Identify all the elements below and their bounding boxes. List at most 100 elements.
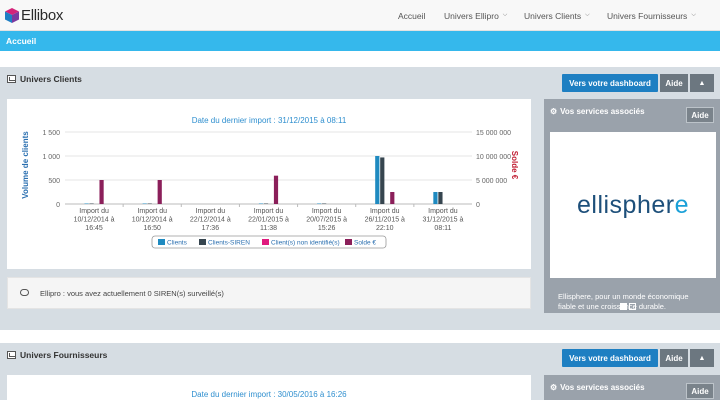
legend-label: Clients bbox=[167, 240, 188, 247]
chevron-down-icon: ⌵ bbox=[691, 12, 696, 18]
top-navbar: Ellibox Accueil Univers Ellipro ⌵ Univer… bbox=[0, 0, 720, 31]
x-tick-label: 31/12/2015 à bbox=[422, 217, 463, 224]
x-tick-label: 20/07/2015 à bbox=[306, 217, 347, 224]
fournisseurs-chart-card: Date du dernier import : 30/05/2016 à 16… bbox=[7, 375, 531, 400]
fournisseurs-chart-subtitle: Date du dernier import : 30/05/2016 à 16… bbox=[191, 390, 347, 399]
y-tick-label: 0 bbox=[56, 202, 60, 209]
legend-swatch bbox=[262, 239, 269, 245]
puzzle-icon: ⚙ bbox=[550, 107, 558, 116]
chart-icon bbox=[7, 351, 16, 359]
x-tick-label: Import du bbox=[79, 208, 109, 215]
x-tick-label: 08:11 bbox=[434, 225, 451, 232]
x-tick-label: 10/12/2014 à bbox=[74, 217, 115, 224]
nav-item-univers-fournisseurs[interactable]: Univers Fournisseurs ⌵ bbox=[607, 0, 696, 31]
carousel-dot-2[interactable] bbox=[629, 303, 636, 310]
nav-item-univers-ellipro[interactable]: Univers Ellipro ⌵ bbox=[444, 0, 507, 31]
nav-label: Univers Ellipro bbox=[444, 10, 499, 21]
x-tick-label: Import du bbox=[370, 208, 400, 215]
y-tick-label-right: 0 bbox=[476, 202, 480, 209]
fournisseurs-section-title: Univers Fournisseurs bbox=[7, 350, 107, 360]
ellisphere-logo: ellisphere bbox=[576, 190, 689, 219]
services-title-text: Vos services associés bbox=[560, 107, 645, 116]
nav-item-univers-clients[interactable]: Univers Clients ⌵ bbox=[524, 0, 590, 31]
services-aide-button[interactable]: Aide bbox=[686, 107, 714, 123]
services-title: ⚙ Vos services associés bbox=[550, 107, 645, 116]
bar bbox=[380, 157, 385, 204]
services-description: Ellisphere, pour un monde économique fia… bbox=[558, 292, 689, 311]
comment-icon bbox=[20, 289, 29, 296]
x-tick-label: Import du bbox=[312, 208, 342, 215]
nav-label: Univers Clients bbox=[524, 10, 582, 21]
nav-item-accueil[interactable]: Accueil bbox=[398, 0, 425, 31]
legend-label: Client(s) non identifié(s) bbox=[271, 240, 340, 247]
chart-icon bbox=[7, 75, 16, 83]
clients-services-panel: ⚙ Vos services associés Aide ellisphere … bbox=[544, 99, 720, 313]
y-tick-label-right: 5 000 000 bbox=[476, 178, 507, 185]
x-tick-label: 22/12/2014 à bbox=[190, 217, 231, 224]
carousel-dots bbox=[620, 303, 636, 310]
y-tick-label: 1 000 bbox=[42, 154, 60, 161]
carousel-dot-1[interactable] bbox=[620, 303, 627, 310]
x-tick-label: 11:38 bbox=[260, 225, 277, 232]
y-tick-label: 500 bbox=[48, 178, 60, 185]
puzzle-icon: ⚙ bbox=[550, 383, 558, 392]
nav-label: Univers Fournisseurs bbox=[607, 10, 688, 21]
bar bbox=[375, 156, 380, 204]
y-axis-label: Volume de clients bbox=[21, 131, 30, 199]
legend-swatch bbox=[199, 239, 206, 245]
fournisseurs-services-panel: ⚙ Vos services associés Aide bbox=[544, 375, 720, 400]
collapse-chevron-icon[interactable]: ▲ bbox=[690, 349, 714, 367]
bar bbox=[390, 192, 395, 204]
x-tick-label: 10/12/2014 à bbox=[132, 217, 173, 224]
collapse-chevron-icon[interactable]: ▲ bbox=[690, 74, 714, 92]
x-tick-label: 22/01/2015 à bbox=[248, 217, 289, 224]
services-title-text: Vos services associés bbox=[560, 383, 645, 392]
legend-swatch bbox=[345, 239, 352, 245]
app-logo[interactable]: Ellibox bbox=[4, 3, 63, 27]
x-tick-label: Import du bbox=[254, 208, 284, 215]
chart-subtitle: Date du dernier import : 31/12/2015 à 08… bbox=[192, 116, 347, 125]
bar bbox=[438, 192, 443, 204]
bar bbox=[273, 175, 279, 204]
bar bbox=[99, 180, 104, 204]
x-tick-label: Import du bbox=[137, 208, 167, 215]
clients-aide-button[interactable]: Aide bbox=[660, 74, 688, 92]
clients-chart: Date du dernier import : 31/12/2015 à 08… bbox=[21, 116, 519, 249]
breadcrumb: Accueil bbox=[0, 31, 720, 51]
services-aide-button[interactable]: Aide bbox=[686, 383, 714, 399]
x-tick-label: 15:26 bbox=[318, 225, 336, 232]
chevron-down-icon: ⌵ bbox=[502, 12, 508, 18]
clients-dashboard-button[interactable]: Vers votre dashboard bbox=[562, 74, 658, 92]
legend-swatch bbox=[158, 239, 165, 245]
nav-label: Accueil bbox=[398, 10, 426, 21]
clients-chart-card: Date du dernier import : 31/12/2015 à 08… bbox=[7, 99, 531, 269]
y-axis-label-right: Solde € bbox=[510, 151, 519, 180]
fournisseurs-aide-button[interactable]: Aide bbox=[660, 349, 688, 367]
breadcrumb-current[interactable]: Accueil bbox=[6, 36, 37, 46]
notice-text: Ellipro : vous avez actuellement 0 SIREN… bbox=[40, 289, 224, 298]
legend-label: Clients-SIREN bbox=[208, 240, 250, 247]
bar bbox=[433, 192, 438, 204]
x-tick-label: 26/11/2015 à bbox=[365, 217, 405, 224]
legend-label: Solde € bbox=[354, 240, 376, 247]
y-tick-label-right: 15 000 000 bbox=[476, 130, 511, 137]
x-tick-label: 16:45 bbox=[85, 225, 103, 232]
ellisphere-banner[interactable]: ellisphere bbox=[550, 132, 716, 278]
services-title: ⚙ Vos services associés bbox=[550, 383, 645, 392]
logo-cube-icon bbox=[4, 7, 20, 24]
bar bbox=[157, 180, 162, 204]
x-tick-label: Import du bbox=[428, 208, 458, 215]
section-title-text: Univers Clients bbox=[20, 74, 82, 84]
x-tick-label: Import du bbox=[196, 208, 226, 215]
fournisseurs-dashboard-button[interactable]: Vers votre dashboard bbox=[562, 349, 658, 367]
clients-section-title: Univers Clients bbox=[7, 74, 82, 84]
x-tick-label: 22:10 bbox=[376, 225, 394, 232]
chevron-down-icon: ⌵ bbox=[585, 12, 590, 18]
logo-text: Ellibox bbox=[21, 6, 64, 24]
y-tick-label-right: 10 000 000 bbox=[476, 154, 511, 161]
x-tick-label: 16:50 bbox=[143, 225, 161, 232]
x-tick-label: 17:36 bbox=[202, 225, 220, 232]
section-title-text: Univers Fournisseurs bbox=[20, 350, 108, 360]
y-tick-label: 1 500 bbox=[42, 130, 60, 137]
ellipro-notice: Ellipro : vous avez actuellement 0 SIREN… bbox=[7, 277, 531, 309]
